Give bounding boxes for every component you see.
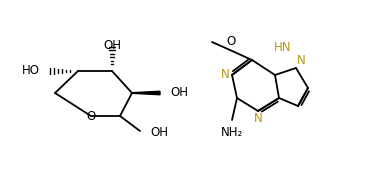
Text: OH: OH bbox=[103, 39, 121, 52]
Text: OH: OH bbox=[170, 87, 188, 100]
Text: N: N bbox=[254, 112, 262, 125]
Text: O: O bbox=[226, 35, 236, 48]
Text: O: O bbox=[86, 109, 96, 122]
Text: HO: HO bbox=[22, 64, 40, 77]
Text: N: N bbox=[297, 54, 306, 67]
Text: N: N bbox=[221, 69, 230, 82]
Text: OH: OH bbox=[150, 125, 168, 138]
Polygon shape bbox=[132, 91, 160, 95]
Text: NH₂: NH₂ bbox=[221, 126, 243, 139]
Text: HN: HN bbox=[274, 41, 292, 54]
